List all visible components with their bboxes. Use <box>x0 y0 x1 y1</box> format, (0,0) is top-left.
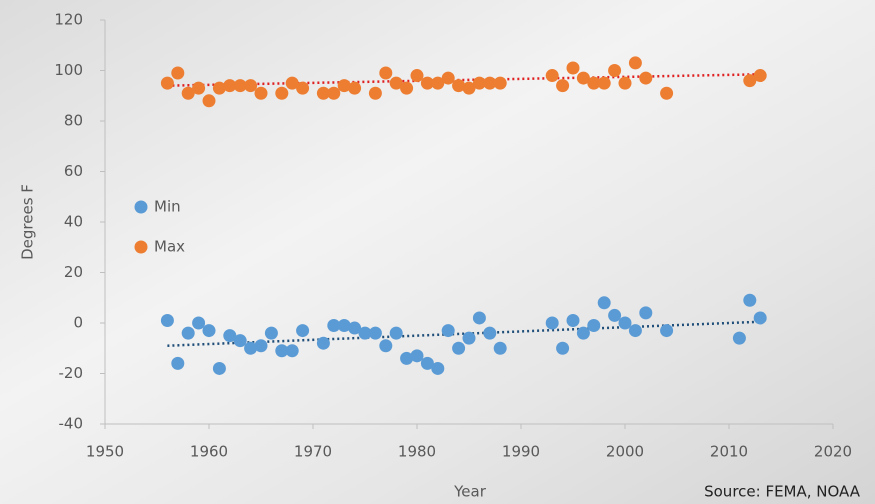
y-tick-label: -20 <box>59 364 84 382</box>
point <box>556 79 569 92</box>
point <box>296 324 309 337</box>
chart: Degrees F Year Source: FEMA, NOAA -40 -20… <box>0 0 875 504</box>
point <box>608 309 621 322</box>
x-tick-label: 1980 <box>398 443 436 461</box>
x-tick-label: 1950 <box>86 443 124 461</box>
x-tick-label: 2000 <box>606 443 644 461</box>
source: Source: FEMA, NOAA <box>704 483 861 501</box>
point <box>598 77 611 90</box>
y-tick-label: 20 <box>64 263 83 281</box>
point <box>192 82 205 95</box>
point <box>629 324 642 337</box>
point <box>296 82 309 95</box>
point <box>619 77 632 90</box>
point <box>317 337 330 350</box>
point <box>660 87 673 100</box>
point <box>286 344 299 357</box>
point <box>608 64 621 77</box>
legend-marker <box>135 241 148 254</box>
x-tick-label: 1970 <box>294 443 332 461</box>
point <box>244 79 257 92</box>
point <box>754 311 767 324</box>
point <box>411 349 424 362</box>
point <box>494 77 507 90</box>
point <box>587 319 600 332</box>
point <box>255 339 268 352</box>
point <box>327 87 340 100</box>
point <box>743 294 756 307</box>
point <box>577 327 590 340</box>
point <box>369 327 382 340</box>
legend-label: Min <box>154 198 181 216</box>
y-tick-label: 100 <box>54 61 83 79</box>
legend-label: Max <box>154 238 185 256</box>
point <box>598 296 611 309</box>
x-tick-label: 1960 <box>190 443 228 461</box>
point <box>442 72 455 85</box>
point <box>639 306 652 319</box>
point <box>255 87 268 100</box>
x-tick-label: 2010 <box>710 443 748 461</box>
point <box>265 327 278 340</box>
x-tick-label: 2020 <box>814 443 852 461</box>
point <box>379 339 392 352</box>
point <box>567 61 580 74</box>
point <box>494 342 507 355</box>
y-tick-label: -40 <box>59 415 84 433</box>
point <box>546 69 559 82</box>
point <box>192 317 205 330</box>
point <box>546 317 559 330</box>
point <box>660 324 673 337</box>
point <box>629 56 642 69</box>
point <box>442 324 455 337</box>
point <box>275 87 288 100</box>
point <box>473 311 486 324</box>
y-tick-label: 40 <box>64 213 83 231</box>
point <box>390 327 403 340</box>
legend-marker <box>135 201 148 214</box>
point <box>754 69 767 82</box>
point <box>203 324 216 337</box>
point <box>213 362 226 375</box>
x-axis-label: Year <box>453 483 487 501</box>
point <box>733 332 746 345</box>
y-axis-label: Degrees F <box>19 184 37 260</box>
point <box>348 82 361 95</box>
y-tick-label: 0 <box>73 314 83 332</box>
point <box>463 332 476 345</box>
y-tick-label: 120 <box>54 11 83 29</box>
point <box>369 87 382 100</box>
point <box>556 342 569 355</box>
point <box>234 334 247 347</box>
x-tick-label: 1990 <box>502 443 540 461</box>
point <box>619 317 632 330</box>
point <box>411 69 424 82</box>
point <box>567 314 580 327</box>
point <box>483 327 496 340</box>
point <box>203 94 216 107</box>
point <box>182 327 195 340</box>
point <box>161 77 174 90</box>
point <box>379 67 392 80</box>
point <box>171 357 184 370</box>
point <box>171 67 184 80</box>
y-tick-label: 60 <box>64 162 83 180</box>
point <box>452 342 465 355</box>
point <box>639 72 652 85</box>
point <box>161 314 174 327</box>
y-tick-label: 80 <box>64 112 83 130</box>
point <box>431 362 444 375</box>
point <box>400 82 413 95</box>
